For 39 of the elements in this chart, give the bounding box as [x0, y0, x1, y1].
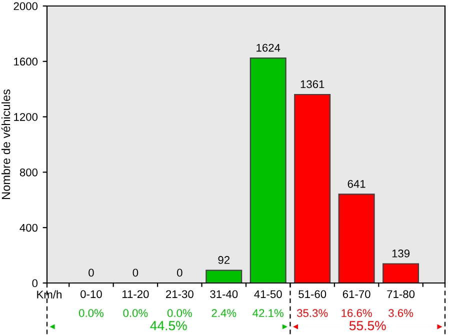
y-tick-label: 800	[20, 168, 38, 176]
x-tick-label: 0-10	[80, 290, 102, 298]
bar	[294, 94, 331, 283]
text: 2.4%	[212, 309, 236, 317]
bar	[338, 194, 375, 283]
y-tick-label: 2000	[14, 2, 38, 10]
text: 44.5%	[150, 321, 187, 330]
data-label: 0	[132, 268, 138, 277]
data-label: 1361	[300, 80, 324, 88]
data-label: 139	[392, 250, 410, 258]
text: 42.1%	[252, 309, 284, 317]
text: 16.6%	[342, 309, 372, 318]
x-tick-label: 41-50	[254, 290, 282, 298]
text: 55.5%	[349, 321, 386, 330]
bar	[382, 263, 420, 283]
x-tick-label: 61-70	[342, 290, 370, 298]
x-tick-label: 21-30	[166, 290, 194, 298]
y-tick-label: 0	[32, 279, 38, 288]
data-label: 0	[177, 268, 182, 277]
text: 3.6%	[388, 309, 414, 318]
x-tick-label: 71-80	[387, 290, 415, 298]
data-label: 92	[218, 256, 230, 264]
x-tick-label: 11-20	[122, 290, 149, 298]
y-tick-label: 1200	[14, 113, 38, 121]
text: 0.0%	[123, 309, 148, 318]
data-label: 1624	[256, 44, 280, 52]
y-tick-label: 1600	[14, 58, 38, 66]
text: 0.0%	[78, 309, 104, 318]
y-axis-title: Nombre de véhicules	[1, 89, 10, 199]
x-tick-label: 31-40	[210, 290, 238, 298]
data-label: 641	[348, 180, 366, 188]
text: 35.3%	[297, 309, 328, 318]
data-label: 0	[88, 268, 94, 277]
bar	[250, 58, 286, 283]
bar	[206, 270, 242, 283]
text: 0.0%	[167, 309, 192, 318]
x-tick-label: 51-60	[298, 290, 326, 298]
y-tick-label: 400	[20, 224, 38, 232]
x-axis-title: Km/h	[37, 290, 62, 298]
